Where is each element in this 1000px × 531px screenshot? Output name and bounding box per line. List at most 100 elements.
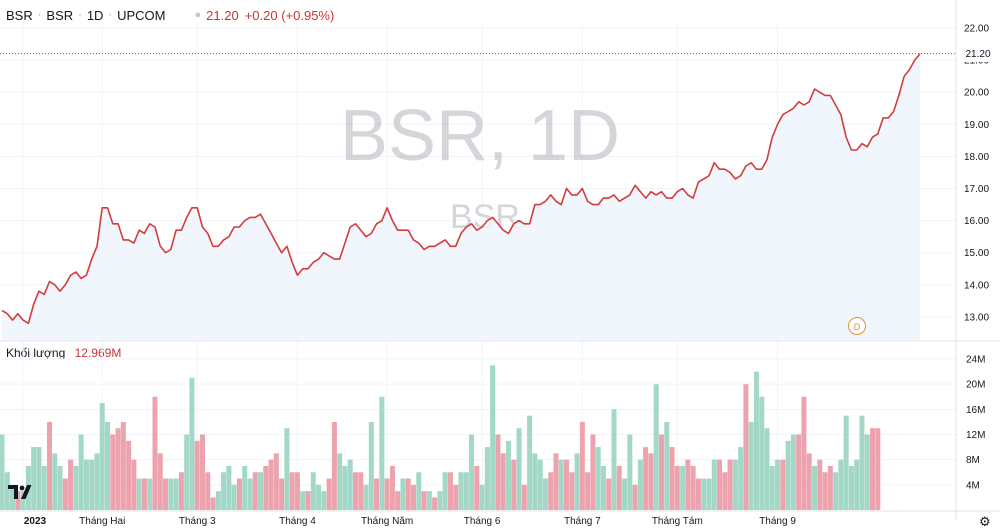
volume-tick-label: 12M [966,430,985,441]
separator-dot: · [78,9,82,21]
volume-tick-label: 16M [966,405,985,416]
status-dot: ● [194,9,202,21]
volume-bar [463,472,469,510]
volume-bar [347,459,353,510]
price-line [1,53,921,325]
volume-bar [368,421,374,510]
volume-bar [395,491,401,510]
volume-bar [331,421,337,510]
volume-bar [600,465,606,510]
volume-bar [632,484,638,510]
volume-bar [680,465,686,510]
volume-bar [205,472,211,510]
time-tick-label: Tháng 4 [279,516,316,527]
volume-bar [57,465,63,510]
volume-bar [806,453,812,510]
time-tick-label: Tháng 7 [564,516,601,527]
volume-bar [163,478,169,510]
volume-bar [221,472,227,510]
volume-bar [479,484,485,510]
volume-bar [316,484,322,510]
price-area [2,53,920,340]
volume-bar [258,472,264,510]
volume-bar [606,478,612,510]
volume-bar [168,478,174,510]
volume-bar [4,472,10,510]
volume-bar [627,434,633,510]
volume-bar [685,459,691,510]
volume-bar [400,478,406,510]
last-price-axis-label: 21.20 [960,48,996,62]
volume-bar [0,434,5,510]
volume-bar [321,491,327,510]
volume-bar [194,440,200,510]
volume-bar [426,491,432,510]
volume-bar [73,465,79,510]
volume-title: Khối lượng [6,346,66,360]
volume-bar [289,472,295,510]
volume-bar [78,434,84,510]
volume-bar [811,465,817,510]
volume-bar [131,459,137,510]
volume-bar [548,472,554,510]
volume-tick-label: 4M [966,480,980,491]
gear-icon[interactable]: ⚙ [979,514,991,529]
price-tick-label: 17.00 [964,184,989,195]
volume-bar [643,447,649,510]
volume-legend[interactable]: Khối lượng 12.969M [6,346,121,360]
volume-bar [690,465,696,510]
volume-bar [664,421,670,510]
volume-bar [263,465,269,510]
volume-bar [848,465,854,510]
volume-bar [141,478,147,510]
volume-bar [801,396,807,510]
volume-bar [611,409,617,510]
volume-bar [432,497,438,510]
volume-bar [94,453,100,510]
volume-bar [358,472,364,510]
separator-dot: · [108,9,113,21]
volume-bar [790,434,796,510]
volume-bar [337,453,343,510]
volume-bar [247,478,253,510]
volume-bar [120,421,126,510]
volume-bar [184,434,190,510]
volume-bar [83,459,89,510]
tradingview-logo-icon[interactable] [6,481,36,503]
volume-bar [564,459,570,510]
volume-bar [62,478,68,510]
volume-bar [226,465,232,510]
volume-bar [569,472,575,510]
symbol-label[interactable]: BSR [6,7,33,23]
volume-bar [553,453,559,510]
volume-bar [748,421,754,510]
volume-bar [105,421,111,510]
volume-bar [653,384,659,510]
volume-bar [743,384,749,510]
volume-bar [189,377,195,510]
volume-bar [521,484,527,510]
dividend-badge[interactable]: D [848,317,866,335]
volume-bar [279,478,285,510]
volume-bar [833,472,839,510]
volume-bar [637,459,643,510]
volume-bar [854,459,860,510]
volume-bar [500,453,506,510]
volume-bar [126,440,132,510]
volume-bar [305,491,311,510]
volume-bar [46,421,52,510]
volume-bar [822,472,828,510]
volume-bar [780,459,786,510]
interval-label[interactable]: 1D [86,7,104,23]
volume-bar [110,434,116,510]
volume-bar [89,459,95,510]
volume-bar [68,459,74,510]
volume-bar [411,484,417,510]
volume-bar [511,459,517,510]
volume-bar [827,465,833,510]
volume-tick-label: 24M [966,355,985,366]
volume-bar [10,484,16,510]
volume-tick-label: 20M [966,380,985,391]
volume-bar [843,415,849,510]
